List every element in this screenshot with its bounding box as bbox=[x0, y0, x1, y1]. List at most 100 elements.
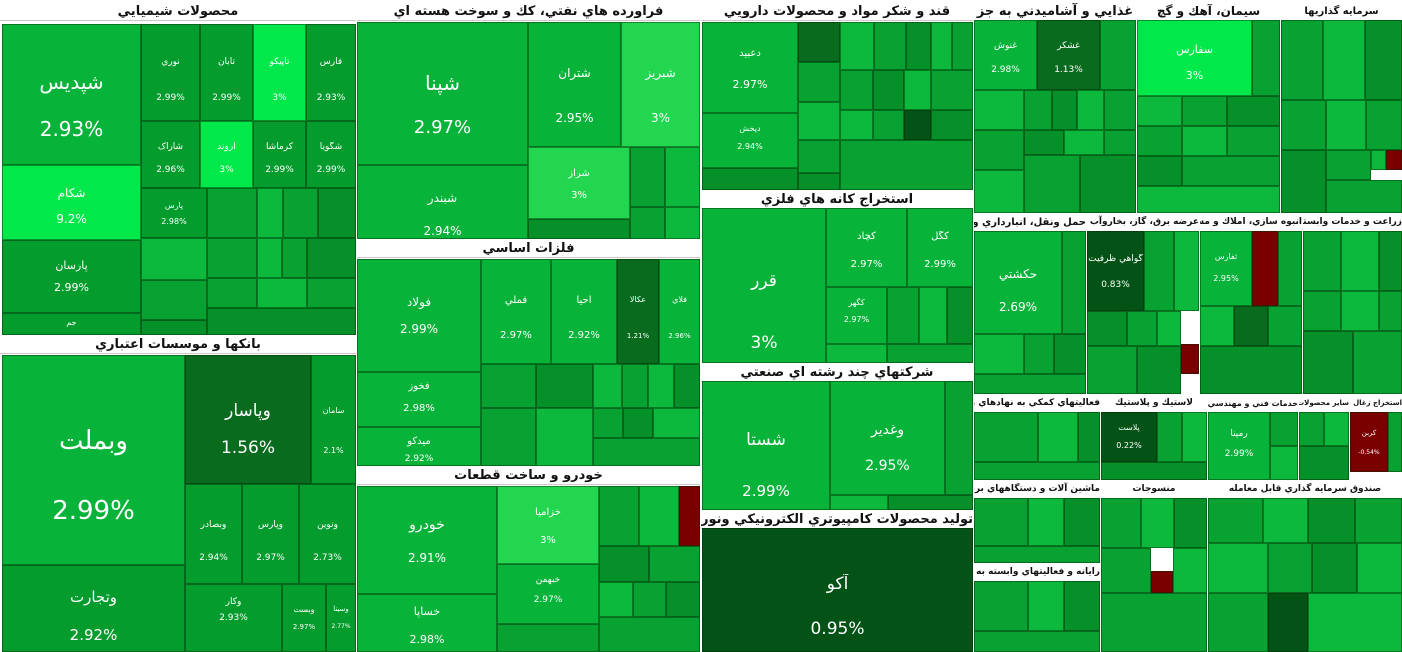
small-tile[interactable] bbox=[1353, 331, 1402, 394]
small-tile[interactable] bbox=[536, 364, 593, 408]
tile-vtejarat[interactable]: وتجارت 2.92% bbox=[2, 565, 185, 652]
small-tile[interactable] bbox=[826, 344, 887, 363]
small-tile[interactable] bbox=[887, 287, 919, 344]
small-tile[interactable] bbox=[904, 70, 931, 110]
small-tile[interactable] bbox=[1080, 155, 1136, 213]
small-tile[interactable] bbox=[1270, 446, 1298, 480]
small-tile[interactable] bbox=[599, 582, 633, 617]
small-tile[interactable] bbox=[1028, 581, 1064, 631]
tile-negative[interactable] bbox=[1386, 150, 1402, 170]
small-tile[interactable] bbox=[1137, 346, 1181, 394]
small-tile[interactable] bbox=[702, 168, 798, 190]
tile-shepna[interactable]: شپنا 2.97% bbox=[357, 22, 528, 165]
small-tile[interactable] bbox=[536, 408, 593, 466]
small-tile[interactable] bbox=[1127, 311, 1157, 346]
small-tile[interactable] bbox=[141, 238, 207, 280]
tile-shkam[interactable]: شکام 9.2% bbox=[2, 165, 141, 240]
tile-sfars[interactable]: سفارس 3% bbox=[1137, 20, 1252, 96]
tile-pars[interactable]: پارس 2.98% bbox=[141, 188, 207, 238]
small-tile[interactable] bbox=[528, 219, 630, 239]
small-tile[interactable] bbox=[798, 140, 840, 173]
small-tile[interactable] bbox=[1208, 543, 1268, 593]
small-tile[interactable] bbox=[257, 278, 307, 308]
small-tile[interactable] bbox=[207, 278, 257, 308]
small-tile[interactable] bbox=[1064, 581, 1100, 631]
tile-kgohar[interactable]: کگهر 2.97% bbox=[826, 287, 887, 344]
small-tile[interactable] bbox=[497, 624, 599, 652]
small-tile[interactable] bbox=[630, 207, 665, 239]
small-tile[interactable] bbox=[952, 22, 973, 70]
small-tile[interactable] bbox=[1174, 498, 1207, 548]
small-tile[interactable] bbox=[1326, 100, 1366, 150]
small-tile[interactable] bbox=[1052, 90, 1077, 130]
small-tile[interactable] bbox=[599, 617, 700, 652]
small-tile[interactable] bbox=[141, 280, 207, 320]
small-tile[interactable] bbox=[1303, 331, 1353, 394]
tile-shsta[interactable]: شستا 2.99% bbox=[702, 381, 830, 510]
tile-mido[interactable]: ميدکو 2.92% bbox=[357, 427, 481, 466]
small-tile[interactable] bbox=[1379, 231, 1402, 291]
small-tile[interactable] bbox=[622, 364, 648, 408]
small-tile[interactable] bbox=[1312, 543, 1357, 593]
small-tile[interactable] bbox=[974, 170, 1024, 213]
small-tile[interactable] bbox=[1252, 20, 1280, 96]
tile-shbriz[interactable]: شبريز 3% bbox=[621, 22, 700, 147]
tile-gavahi[interactable]: گواهي ظرفيت 0.83% bbox=[1087, 231, 1144, 311]
small-tile[interactable] bbox=[1137, 186, 1280, 213]
tile-fooolad[interactable]: فولاد 2.99% bbox=[357, 259, 481, 372]
tile-vghadir[interactable]: وغدير 2.95% bbox=[830, 381, 945, 495]
tile-nori[interactable]: نوري 2.99% bbox=[141, 24, 200, 121]
small-tile[interactable] bbox=[1355, 498, 1402, 543]
small-tile[interactable] bbox=[1137, 156, 1182, 186]
small-tile[interactable] bbox=[873, 70, 904, 110]
small-tile[interactable] bbox=[1357, 543, 1402, 593]
small-tile[interactable] bbox=[1326, 180, 1402, 213]
tile-negative[interactable] bbox=[1252, 231, 1278, 306]
small-tile[interactable] bbox=[1100, 20, 1136, 90]
tile-tapiko[interactable]: تاپيکو 3% bbox=[253, 24, 306, 121]
small-tile[interactable] bbox=[1341, 231, 1379, 291]
tile-parsan[interactable]: پارسان 2.99% bbox=[2, 240, 141, 313]
tile-vbsader[interactable]: وبصادر 2.94% bbox=[185, 484, 242, 584]
small-tile[interactable] bbox=[1324, 412, 1349, 446]
tile-hkeshti[interactable]: حکشتي 2.69% bbox=[974, 231, 1062, 334]
tile-akala[interactable]: عکالا 1.21% bbox=[617, 259, 659, 364]
small-tile[interactable] bbox=[599, 486, 639, 546]
small-tile[interactable] bbox=[1024, 90, 1052, 130]
small-tile[interactable] bbox=[141, 320, 207, 335]
small-tile[interactable] bbox=[283, 188, 318, 238]
small-tile[interactable] bbox=[1028, 498, 1064, 546]
small-tile[interactable] bbox=[1299, 412, 1324, 446]
tile-shraz[interactable]: شراز 3% bbox=[528, 147, 630, 219]
small-tile[interactable] bbox=[481, 364, 536, 408]
small-tile[interactable] bbox=[1182, 126, 1227, 156]
tile-plast[interactable]: پلاست 0.22% bbox=[1101, 412, 1157, 462]
small-tile[interactable] bbox=[1101, 593, 1207, 652]
small-tile[interactable] bbox=[257, 188, 283, 238]
small-tile[interactable] bbox=[1299, 446, 1349, 480]
small-tile[interactable] bbox=[1234, 306, 1268, 346]
tile-saman[interactable]: سامان 2.1% bbox=[311, 355, 356, 484]
small-tile[interactable] bbox=[1024, 334, 1054, 374]
small-tile[interactable] bbox=[798, 62, 840, 102]
tile-dpakhsh[interactable]: دپخش 2.94% bbox=[702, 113, 798, 168]
small-tile[interactable] bbox=[798, 102, 840, 140]
small-tile[interactable] bbox=[1365, 20, 1402, 100]
small-tile[interactable] bbox=[653, 408, 700, 438]
small-tile[interactable] bbox=[1101, 548, 1151, 593]
small-tile[interactable] bbox=[1137, 96, 1182, 126]
small-tile[interactable] bbox=[1101, 462, 1207, 480]
small-tile[interactable] bbox=[257, 238, 282, 278]
small-tile[interactable] bbox=[649, 546, 700, 582]
small-tile[interactable] bbox=[481, 408, 536, 466]
small-tile[interactable] bbox=[1227, 96, 1280, 126]
small-tile[interactable] bbox=[888, 495, 973, 510]
small-tile[interactable] bbox=[639, 486, 679, 546]
tile-dabid[interactable]: دعبيد 2.97% bbox=[702, 22, 798, 113]
small-tile[interactable] bbox=[945, 381, 973, 495]
small-tile[interactable] bbox=[1101, 498, 1141, 548]
tile-vsina[interactable]: وسينا 2.77% bbox=[326, 584, 356, 652]
small-tile[interactable] bbox=[666, 582, 700, 617]
small-tile[interactable] bbox=[1182, 156, 1280, 186]
small-tile[interactable] bbox=[1281, 150, 1326, 213]
